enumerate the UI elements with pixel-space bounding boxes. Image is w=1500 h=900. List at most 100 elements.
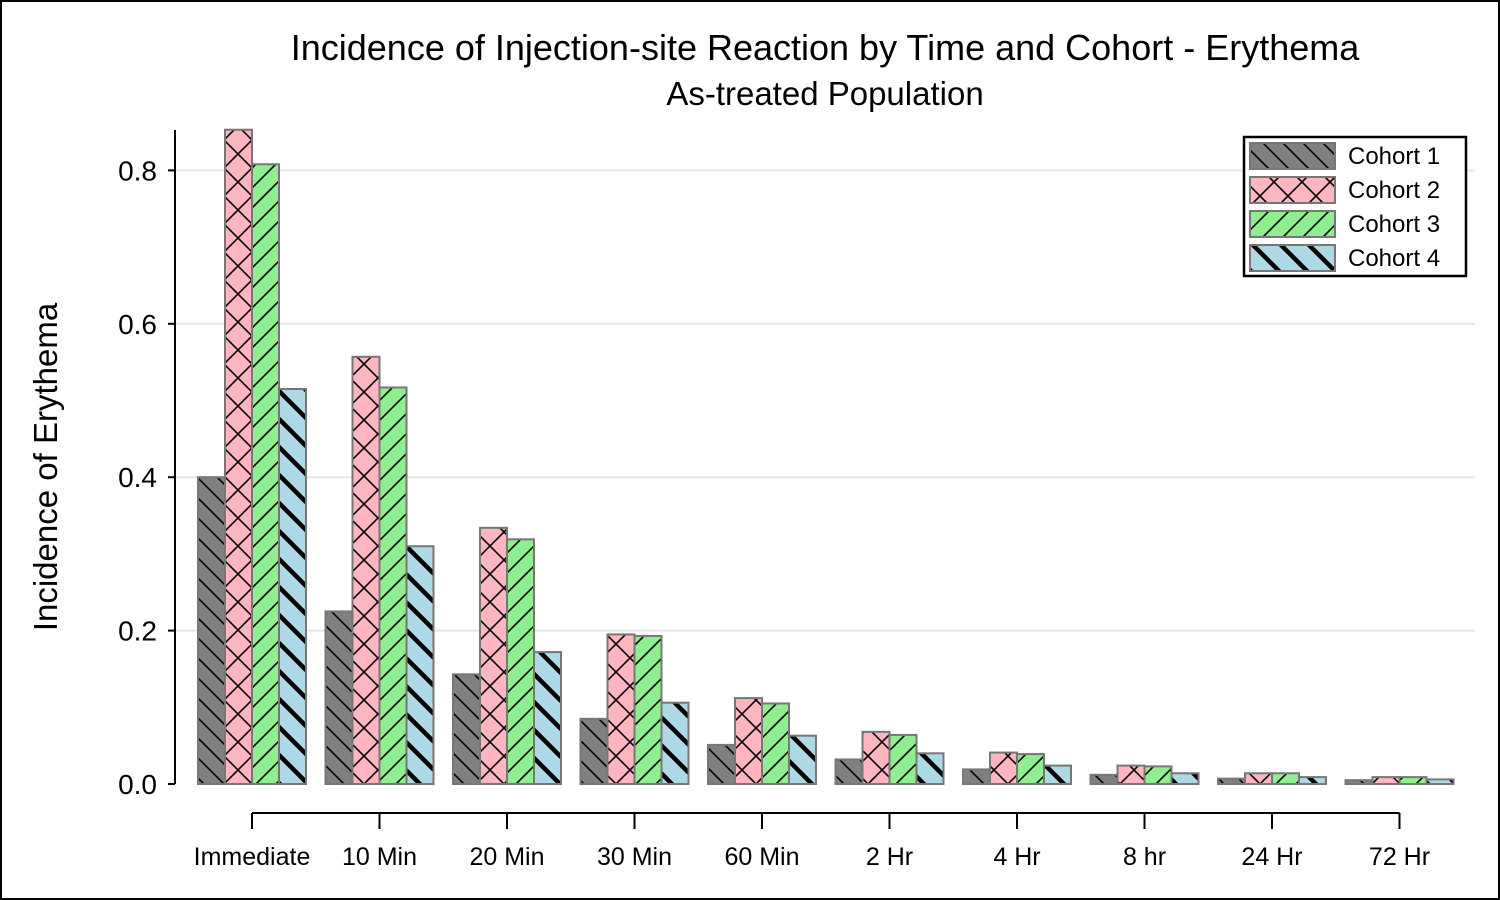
bar-hatch xyxy=(452,673,481,785)
bar-hatch xyxy=(606,633,636,785)
legend-label: Cohort 1 xyxy=(1348,143,1440,170)
bar-cohort-3-8 xyxy=(1271,772,1300,786)
bar-cohort-1-6 xyxy=(962,768,991,786)
bar-hatch xyxy=(915,752,945,786)
bar-cohort-3-3 xyxy=(633,634,663,785)
y-axis-label: Incidence of Erythema xyxy=(27,302,64,631)
bar-cohort-1-3 xyxy=(579,717,609,785)
x-tick-label: 8 hr xyxy=(1123,843,1166,871)
legend-entry: Cohort 2 xyxy=(1249,176,1440,204)
bar-hatch xyxy=(1016,753,1045,785)
bar-cohort-3-5 xyxy=(888,733,918,785)
bar-hatch xyxy=(324,610,354,785)
y-tick-label: 0.0 xyxy=(118,769,157,800)
bar-hatch xyxy=(989,751,1018,785)
legend-entry: Cohort 3 xyxy=(1249,210,1440,238)
bar-cohort-4-8 xyxy=(1298,776,1327,785)
bar-hatch xyxy=(251,163,280,786)
bar-hatch xyxy=(1116,764,1146,785)
bar-cohort-4-4 xyxy=(788,734,817,786)
bar-cohort-2-0 xyxy=(224,128,253,785)
bar-cohort-3-6 xyxy=(1016,753,1045,785)
bar-cohort-2-8 xyxy=(1244,772,1273,786)
x-tick-label: 72 Hr xyxy=(1369,843,1430,871)
y-tick-label: 0.6 xyxy=(118,309,157,340)
x-tick-label: 24 Hr xyxy=(1241,843,1302,871)
bar-cohort-3-4 xyxy=(761,702,790,786)
bar-cohort-1-8 xyxy=(1217,777,1246,785)
bar-cohort-4-9 xyxy=(1425,778,1455,786)
bar-cohort-1-5 xyxy=(834,758,864,785)
bar-cohort-1-1 xyxy=(324,610,354,785)
y-tick-label: 0.4 xyxy=(118,462,157,493)
bar-cohort-2-1 xyxy=(351,355,381,785)
bar-cohort-4-3 xyxy=(660,701,690,785)
axes: 0.0 0.2 0.4 0.6 0.8 Immediate 10 Min 20 Min 30 M… xyxy=(118,130,1430,871)
bar-cohort-4-5 xyxy=(915,752,945,786)
bar-hatch xyxy=(962,768,991,786)
bar-hatch xyxy=(1271,772,1300,786)
x-tick-label: Immediate xyxy=(194,843,311,871)
bar-hatch xyxy=(1170,772,1200,786)
bar-cohort-1-0 xyxy=(197,476,226,785)
x-tick-label: 20 Min xyxy=(469,843,544,871)
bar-cohort-3-0 xyxy=(251,163,280,786)
legend-swatch-hatch xyxy=(1249,142,1336,170)
bar-hatch xyxy=(1344,779,1374,785)
legend-entry: Cohort 1 xyxy=(1249,142,1440,170)
bar-cohort-2-4 xyxy=(734,697,763,786)
x-tick-label: 2 Hr xyxy=(866,843,913,871)
bar-hatch xyxy=(1298,776,1327,785)
bar-hatch xyxy=(278,387,307,785)
bar-cohort-1-4 xyxy=(707,743,736,785)
bar-hatch xyxy=(660,701,690,785)
bar-hatch xyxy=(224,128,253,785)
bar-cohort-3-1 xyxy=(378,386,408,785)
bar-cohort-2-9 xyxy=(1371,776,1401,785)
legend-swatch-hatch xyxy=(1249,210,1336,238)
bar-cohort-3-9 xyxy=(1398,776,1428,785)
bar-cohort-4-6 xyxy=(1043,764,1072,785)
bar-cohort-2-2 xyxy=(479,526,508,786)
bar-hatch xyxy=(506,538,535,786)
chart-subtitle: As-treated Population xyxy=(666,75,983,112)
bar-hatch xyxy=(197,476,226,785)
bar-hatch xyxy=(1244,772,1273,786)
legend-swatch-hatch xyxy=(1249,176,1336,204)
bar-hatch xyxy=(861,730,891,785)
bar-hatch xyxy=(479,526,508,786)
bar-hatch xyxy=(734,697,763,786)
bar-hatch xyxy=(1143,765,1173,786)
x-tick-label: 60 Min xyxy=(724,843,799,871)
legend-label: Cohort 4 xyxy=(1348,245,1440,272)
bar-hatch xyxy=(1089,773,1119,786)
bar-hatch xyxy=(351,355,381,785)
bar-hatch xyxy=(707,743,736,785)
y-tick-label: 0.2 xyxy=(118,616,157,647)
legend-label: Cohort 2 xyxy=(1348,177,1440,204)
bar-hatch xyxy=(633,634,663,785)
bar-cohort-4-2 xyxy=(533,651,562,785)
bar-cohort-1-9 xyxy=(1344,779,1374,785)
legend: Cohort 1 Cohort 2 Cohort 3 Cohort 4 xyxy=(1242,135,1468,278)
bar-hatch xyxy=(1371,776,1401,785)
x-tick-label: 4 Hr xyxy=(993,843,1040,871)
bar-cohort-2-7 xyxy=(1116,764,1146,785)
chart-title: Incidence of Injection-site Reaction by … xyxy=(291,27,1361,68)
bar-hatch xyxy=(405,545,435,785)
bar-cohort-4-7 xyxy=(1170,772,1200,786)
bar-cohort-1-2 xyxy=(452,673,481,785)
y-tick-label: 0.8 xyxy=(118,155,157,186)
bar-hatch xyxy=(1217,777,1246,785)
legend-entry: Cohort 4 xyxy=(1249,244,1440,272)
bar-cohort-2-5 xyxy=(861,730,891,785)
bar-hatch xyxy=(1043,764,1072,785)
bar-hatch xyxy=(1425,778,1455,786)
bar-cohort-2-3 xyxy=(606,633,636,785)
bar-cohort-3-2 xyxy=(506,538,535,786)
bar-hatch xyxy=(761,702,790,786)
legend-swatch-hatch xyxy=(1249,244,1336,272)
bar-hatch xyxy=(533,651,562,785)
bars xyxy=(197,128,1455,786)
